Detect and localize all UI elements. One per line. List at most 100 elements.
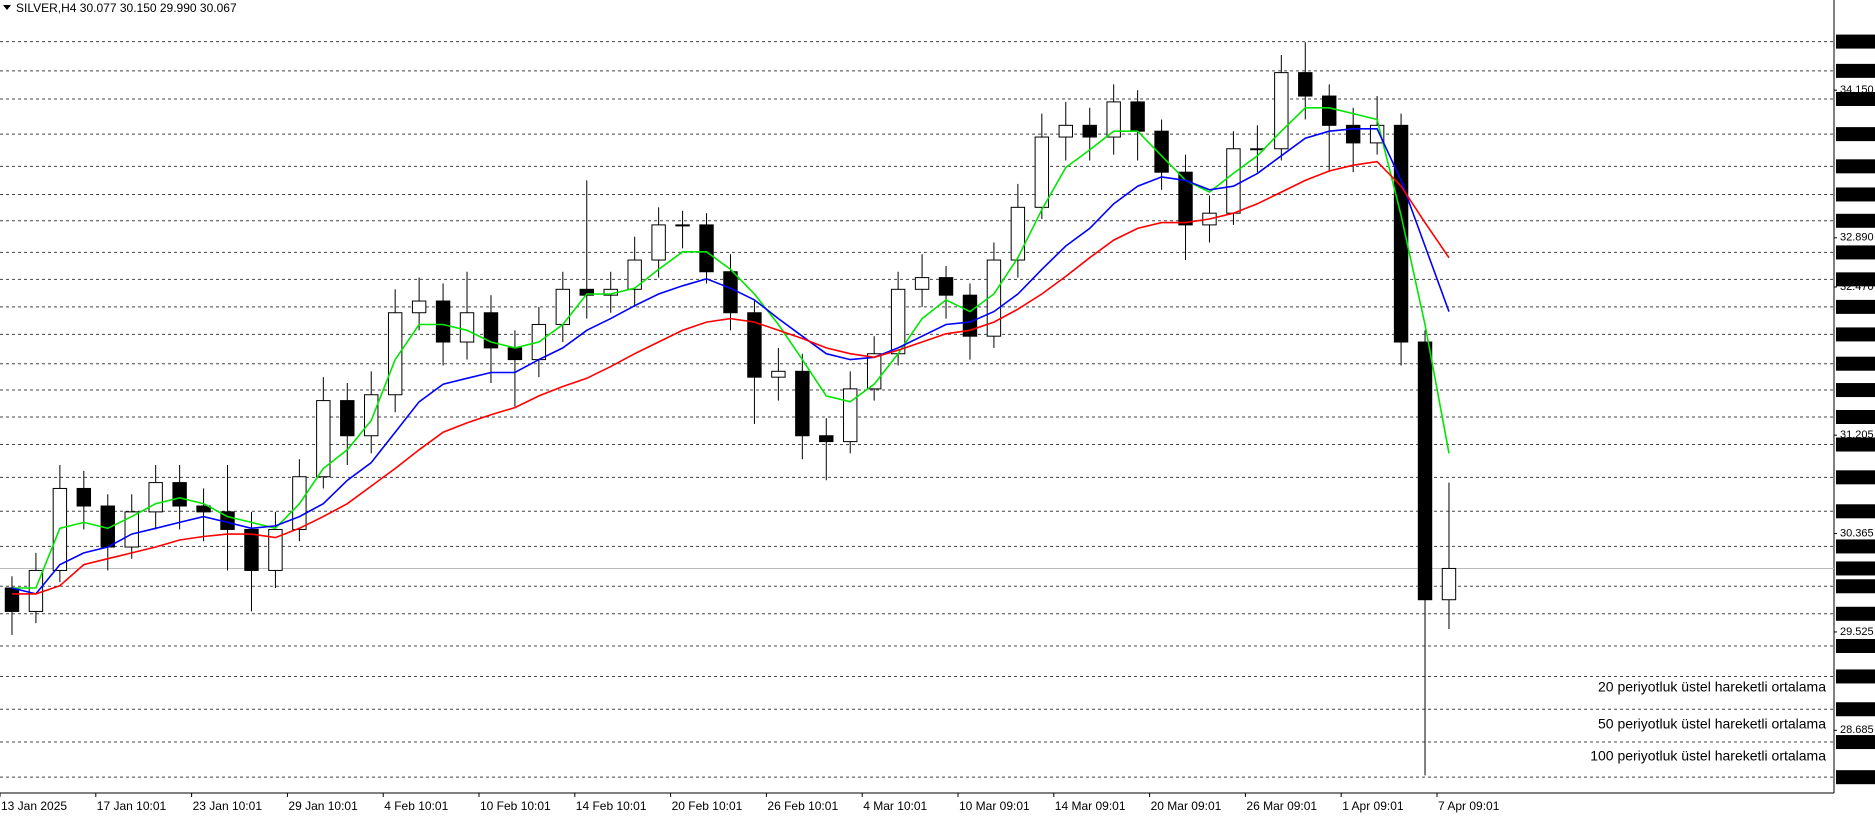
candle-body (1274, 72, 1289, 150)
candle-body (1034, 136, 1050, 208)
candle-body (627, 259, 642, 290)
candle-body (364, 394, 379, 437)
y-tick-label: 31.590 (1839, 384, 1873, 396)
chart-title: SILVER,H4 30.077 30.150 29.990 30.067 (16, 1, 237, 15)
candle-body (483, 312, 499, 349)
candle-body (316, 400, 331, 478)
x-tick-label: 14 Mar 09:01 (1055, 799, 1126, 813)
candle-body (914, 277, 930, 290)
minor-y-tick-label: 29.525 (1840, 626, 1874, 638)
header-icon (3, 5, 11, 10)
x-tick-label: 4 Feb 10:01 (384, 799, 448, 813)
y-tick-label: 30.255 (1839, 540, 1873, 552)
candle-body (1082, 124, 1097, 138)
candle-body (962, 294, 978, 337)
candle-body (459, 312, 475, 343)
y-tick-box (1836, 299, 1875, 314)
candle-body (1345, 124, 1361, 144)
candle-body (747, 312, 762, 378)
x-tick-label: 14 Feb 10:01 (576, 799, 647, 813)
y-tick-box (1836, 702, 1875, 717)
candle-body (699, 224, 714, 273)
candle-body (411, 300, 427, 314)
candle-body (819, 435, 834, 443)
minor-y-tick-label: 28.685 (1840, 724, 1874, 736)
candle-body (1250, 148, 1265, 151)
x-tick-label: 26 Feb 10:01 (767, 799, 838, 813)
x-tick-label: 29 Jan 10:01 (288, 799, 358, 813)
y-tick-label: 33.775 (1839, 128, 1873, 140)
candle-body (938, 277, 954, 296)
candle-body (1058, 124, 1073, 138)
y-tick-label: 33.035 (1839, 215, 1873, 227)
y-tick-box (1836, 437, 1875, 452)
candle-body (1393, 124, 1409, 343)
x-tick-label: 13 Jan 2025 (1, 799, 67, 813)
candle-body (1298, 72, 1313, 97)
y-tick-box (1836, 327, 1875, 342)
moving-average-line (12, 107, 1450, 589)
x-tick-label: 20 Mar 09:01 (1151, 799, 1222, 813)
candle-body (675, 224, 690, 227)
y-tick-label: 34.075 (1839, 93, 1873, 105)
y-tick-label: 34.565 (1839, 35, 1873, 47)
candle-body (268, 528, 283, 571)
x-tick-label: 4 Mar 10:01 (863, 799, 927, 813)
x-tick-label: 23 Jan 10:01 (193, 799, 263, 813)
y-tick-box (1836, 127, 1875, 142)
y-tick-box (1836, 213, 1875, 228)
minor-y-tick-label: 32.890 (1840, 232, 1874, 244)
legend-entry: 100 periyotluk üstel hareketli ortalama (1590, 748, 1826, 764)
candle-body (1226, 148, 1241, 214)
candle-body (1154, 130, 1169, 173)
y-tick-box (1836, 356, 1875, 371)
y-tick-box (1836, 383, 1875, 398)
candle-body (1010, 206, 1026, 261)
y-tick-label: 33.500 (1839, 160, 1873, 172)
y-tick-label: 32.535 (1839, 273, 1873, 285)
price-box (1836, 561, 1875, 576)
candle-body (1322, 95, 1337, 126)
x-tick-label: 10 Mar 09:01 (959, 799, 1030, 813)
y-tick-label: 32.765 (1839, 246, 1873, 258)
candle-body (651, 224, 666, 261)
candle-body (723, 271, 738, 314)
x-tick-label: 17 Jan 10:01 (97, 799, 167, 813)
candle-body (148, 482, 163, 513)
moving-average-line (12, 160, 1450, 595)
y-tick-label: 29.915 (1839, 580, 1873, 592)
minor-y-tick-label: 30.365 (1840, 527, 1874, 539)
y-tick-box (1836, 638, 1875, 653)
candle-body (890, 288, 906, 355)
x-tick-label: 10 Feb 10:01 (480, 799, 551, 813)
y-tick-label: 29.145 (1839, 670, 1873, 682)
y-tick-box (1836, 606, 1875, 621)
candle-body (1130, 101, 1145, 132)
y-tick-box (1836, 470, 1875, 485)
candle-body (76, 487, 92, 507)
y-tick-box (1836, 91, 1875, 106)
candle-body (507, 347, 523, 361)
candle-body (843, 388, 858, 443)
y-tick-label: 30.845 (1839, 471, 1873, 483)
y-tick-label: 32.300 (1839, 301, 1873, 313)
y-tick-label: 28.285 (1839, 771, 1873, 783)
y-tick-box (1836, 504, 1875, 519)
y-tick-label: 33.260 (1839, 188, 1873, 200)
y-tick-label: 34.315 (1839, 65, 1873, 77)
candle-body (172, 482, 187, 507)
candle-body (196, 505, 211, 513)
candle-body (1106, 101, 1121, 138)
y-tick-box (1836, 34, 1875, 49)
y-tick-box (1836, 539, 1875, 554)
legend-entry: 50 periyotluk üstel hareketli ortalama (1598, 716, 1826, 732)
y-tick-box (1836, 579, 1875, 594)
y-tick-box (1836, 63, 1875, 78)
y-tick-box (1836, 272, 1875, 287)
y-tick-box (1836, 159, 1875, 174)
y-tick-label: 29.405 (1839, 640, 1873, 652)
candle-body (1178, 171, 1193, 226)
y-tick-label: 29.680 (1839, 608, 1873, 620)
